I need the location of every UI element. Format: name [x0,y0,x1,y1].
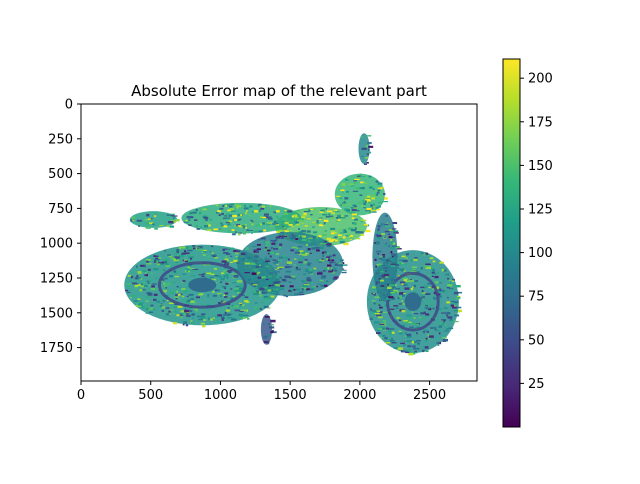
y-tick-label: 250 [48,132,73,147]
region-seat [181,202,305,236]
colorbar: 25 50 75 100 125 150 175 200 [502,58,553,428]
x-tick-label: 1000 [204,388,237,403]
chart-title: Absolute Error map of the relevant part [131,82,427,100]
colorbar-tick-label: 200 [528,72,553,87]
plot-frame [80,103,478,382]
region-mirror [358,133,374,165]
y-tick-label: 0 [65,98,73,113]
region-fork [372,212,402,302]
region-headlight [334,173,388,216]
colorbar-tick-label: 175 [528,115,553,130]
region-kickstand [260,314,277,345]
colorbar-tick-label: 50 [528,333,545,348]
error-heatmap-image [124,133,462,356]
colorbar-tick-label: 125 [528,202,553,217]
y-tick-label: 750 [48,202,73,217]
y-tick-label: 500 [48,167,73,182]
x-tick-label: 1500 [274,388,307,403]
colorbar-tick-label: 100 [528,246,553,261]
colorbar-tick-label: 25 [528,377,545,392]
y-axis: 0 250 500 750 1000 1250 1500 1750 [40,98,81,356]
colorbar-tick-label: 150 [528,159,553,174]
x-axis: 0 500 1000 1500 2000 2500 [77,381,446,403]
y-tick-label: 1000 [40,237,73,252]
x-tick-label: 500 [138,388,163,403]
x-tick-label: 2000 [343,388,376,403]
x-tick-label: 2500 [413,388,446,403]
y-tick-label: 1500 [40,306,73,321]
y-tick-label: 1250 [40,271,73,286]
region-engine [237,232,348,298]
colorbar-tick-label: 75 [528,290,545,305]
region-tail [129,211,180,230]
colorbar-ticks: 25 50 75 100 125 150 175 200 [520,72,553,392]
colorbar-gradient [502,58,521,428]
x-tick-label: 0 [77,388,85,403]
y-tick-label: 1750 [40,341,73,356]
